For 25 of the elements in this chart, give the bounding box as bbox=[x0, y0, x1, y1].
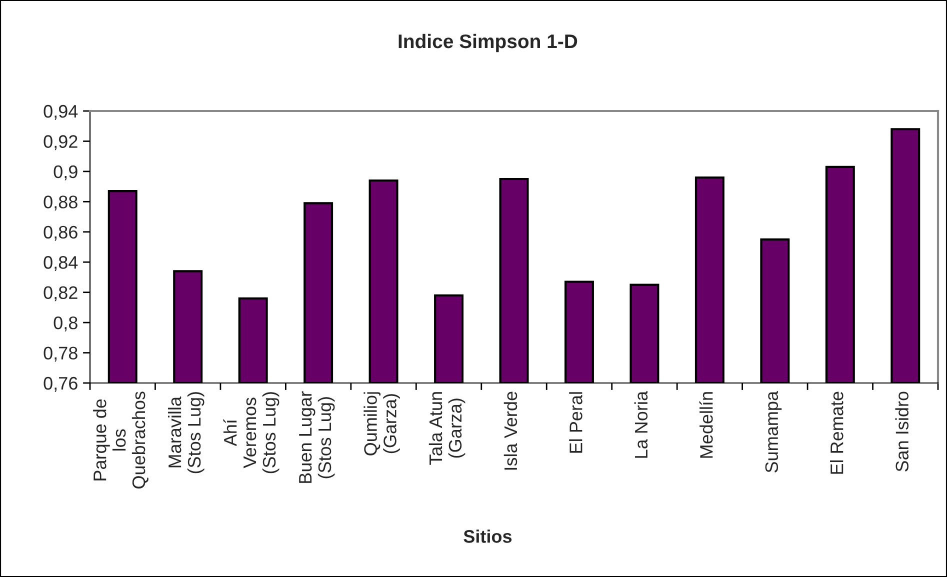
y-tick-label: 0,94 bbox=[44, 104, 78, 120]
x-tick-label: Qumilioj (Garza) bbox=[364, 392, 400, 456]
y-tick-label: 0,76 bbox=[44, 376, 78, 392]
y-tick-label: 0,78 bbox=[44, 346, 78, 362]
x-tick-label: San Isidro bbox=[895, 392, 909, 472]
y-tick-label: 0,82 bbox=[44, 286, 78, 302]
y-tick-label: 0,84 bbox=[44, 256, 78, 271]
y-tick-label: 0,9 bbox=[54, 165, 78, 180]
x-axis-title: Sitios bbox=[464, 530, 512, 543]
x-tick-label: Isla Verde bbox=[504, 392, 518, 470]
x-tick-label: Sumampa bbox=[765, 390, 782, 472]
y-tick-label: 0,86 bbox=[44, 226, 78, 241]
x-tick-label: Buen Lugar (Stos Lug) bbox=[299, 391, 335, 483]
x-tick-label: El Peral bbox=[569, 392, 582, 453]
x-tick-label: Medellín bbox=[699, 392, 713, 458]
y-tick-label: 0,88 bbox=[44, 196, 78, 211]
chart-title: Indice Simpson 1-D bbox=[398, 34, 578, 52]
x-tick-label: La Noria bbox=[634, 390, 648, 458]
y-tick-label: 0,92 bbox=[44, 135, 78, 150]
y-tick-label: 0,8 bbox=[54, 316, 78, 332]
x-tick-label: Parque de los Quebrachos bbox=[93, 392, 148, 488]
x-tick-label: Tala Atun (Garza) bbox=[428, 392, 466, 465]
x-tick-label: Maravilla (Stos Lug) bbox=[168, 392, 204, 474]
x-tick-label: El Remate bbox=[830, 392, 844, 474]
x-tick-label: Ahí Veremos (Stos Lug) bbox=[223, 392, 280, 474]
